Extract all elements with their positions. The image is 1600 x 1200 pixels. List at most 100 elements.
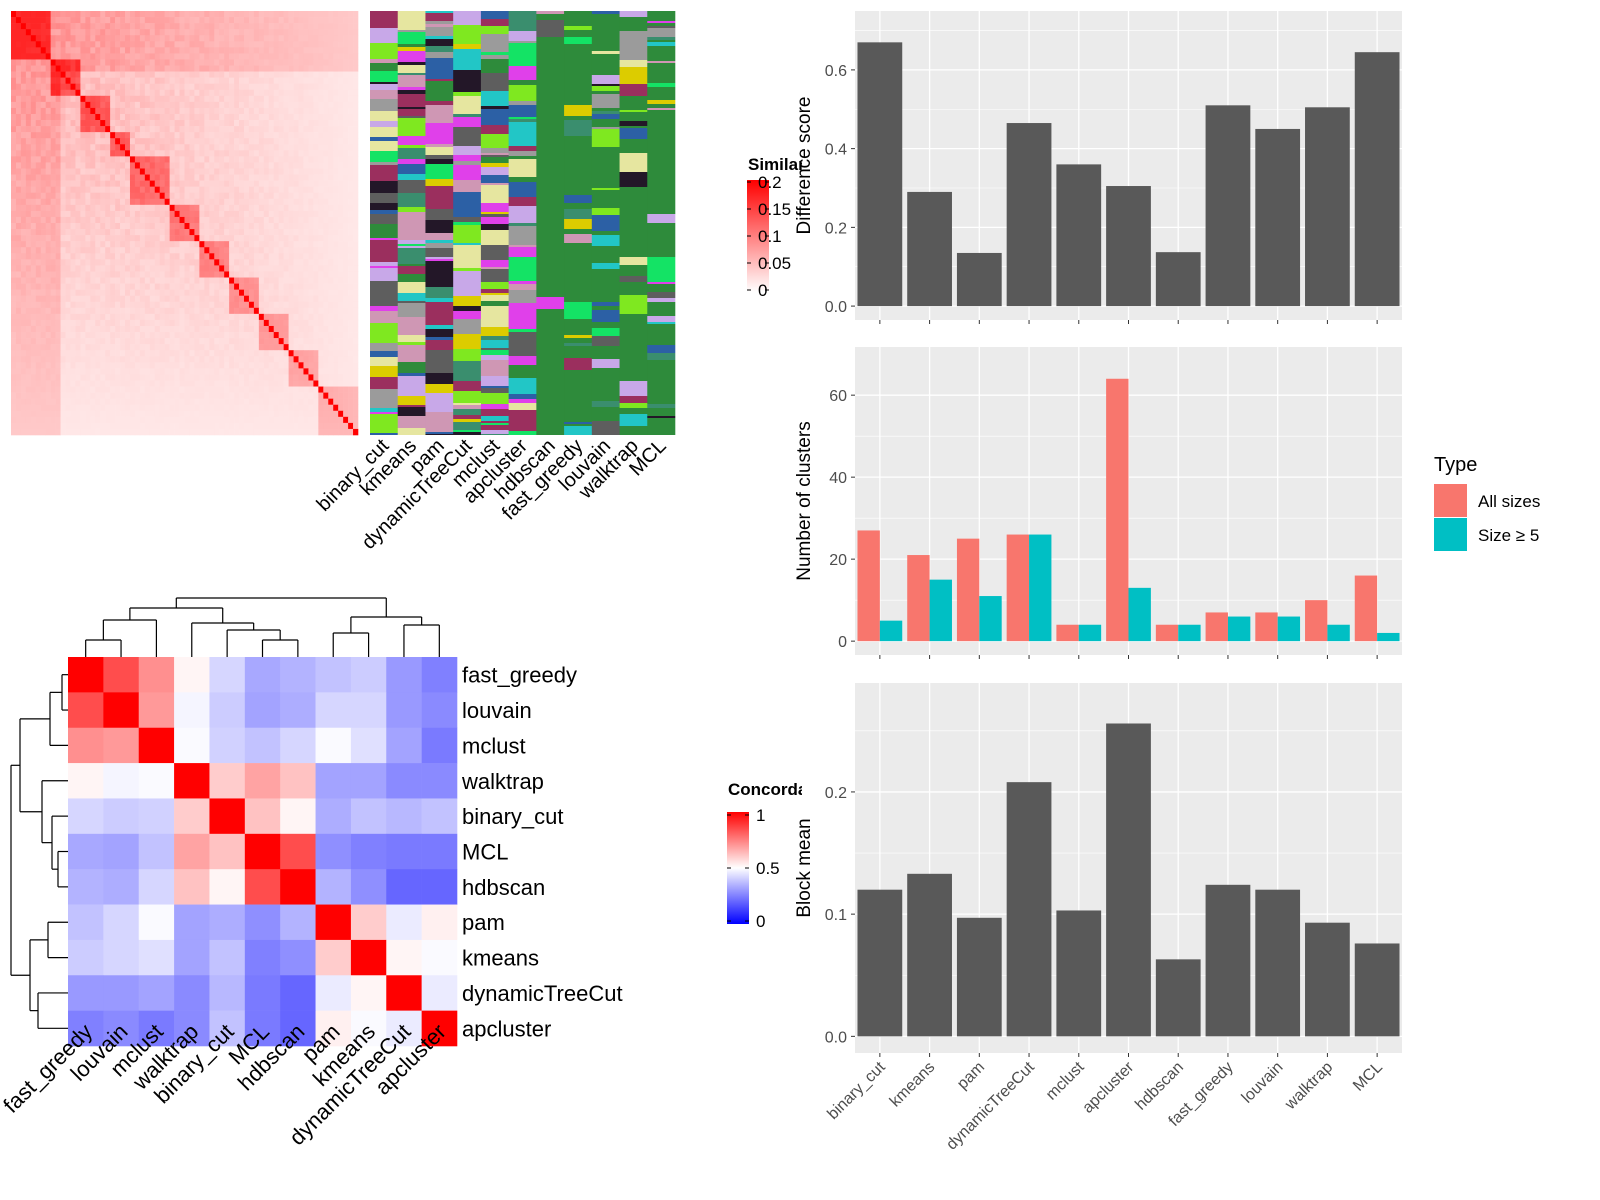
similarity-cell <box>164 186 170 194</box>
similarity-cell <box>30 368 37 375</box>
similarity-cell <box>199 186 205 194</box>
similarity-cell <box>115 204 121 212</box>
similarity-cell <box>25 338 32 345</box>
similarity-cell <box>288 410 294 418</box>
similarity-cell <box>219 428 225 436</box>
similarity-cell <box>90 247 96 254</box>
similarity-cell <box>234 180 240 187</box>
similarity-cell <box>95 374 101 381</box>
similarity-cell <box>184 332 190 339</box>
similarity-cell <box>243 101 250 109</box>
similarity-cell <box>55 113 61 121</box>
similarity-cell <box>159 107 165 115</box>
similarity-cell <box>179 235 185 242</box>
similarity-cell <box>20 223 27 230</box>
similarity-cell <box>105 83 111 91</box>
similarity-cell <box>348 113 354 121</box>
similarity-cell <box>278 392 284 399</box>
similarity-cell <box>199 301 205 309</box>
similarity-cell <box>45 120 51 127</box>
similarity-cell <box>224 120 230 127</box>
similarity-cell <box>60 271 66 278</box>
similarity-cell <box>45 216 51 224</box>
similarity-cell <box>125 289 131 296</box>
similarity-cell <box>55 198 61 206</box>
similarity-cell <box>248 380 255 387</box>
similarity-cell <box>253 65 260 72</box>
similarity-cell <box>30 132 37 139</box>
similarity-cell <box>70 120 76 127</box>
similarity-cell <box>298 180 304 187</box>
similarity-cell <box>199 89 205 97</box>
similarity-cell <box>115 392 121 399</box>
similarity-cell <box>125 223 131 230</box>
similarity-cell <box>174 168 180 175</box>
similarity-cell <box>85 428 91 436</box>
similarity-cell <box>209 210 215 218</box>
similarity-cell <box>90 113 96 121</box>
similarity-cell <box>353 144 359 151</box>
similarity-cell <box>273 216 279 224</box>
similarity-cell <box>105 126 111 133</box>
similarity-cell <box>105 362 111 369</box>
similarity-cell <box>90 11 96 18</box>
similarity-cell <box>184 356 190 363</box>
similarity-cell <box>70 422 76 430</box>
similarity-cell <box>154 162 161 169</box>
similarity-cell <box>318 53 324 60</box>
similarity-cell <box>11 138 17 145</box>
similarity-cell <box>95 186 101 194</box>
similarity-cell <box>343 259 349 266</box>
similarity-cell <box>95 289 101 296</box>
similarity-cell <box>338 416 344 424</box>
similarity-cell <box>268 386 275 393</box>
similarity-cell <box>159 301 165 309</box>
similarity-cell <box>189 229 195 236</box>
similarity-cell <box>263 150 270 157</box>
similarity-cell <box>45 368 51 375</box>
similarity-cell <box>353 53 359 60</box>
similarity-cell <box>164 101 170 109</box>
similarity-cell <box>263 186 270 194</box>
similarity-cell <box>90 35 96 42</box>
similarity-cell <box>115 410 121 418</box>
similarity-cell <box>189 180 195 187</box>
similarity-cell <box>184 253 190 260</box>
similarity-cell <box>30 65 37 72</box>
similarity-cell <box>100 313 106 321</box>
similarity-cell <box>234 313 240 321</box>
similarity-cell <box>209 162 215 169</box>
similarity-cell <box>60 319 66 327</box>
similarity-cell <box>144 416 151 424</box>
similarity-cell <box>50 216 56 224</box>
similarity-cell <box>308 113 314 121</box>
similarity-cell <box>293 41 299 48</box>
similarity-cell <box>209 277 215 284</box>
similarity-cell <box>229 11 235 18</box>
similarity-cell <box>278 126 284 133</box>
similarity-cell <box>293 277 299 284</box>
similarity-cell <box>353 35 359 42</box>
similarity-cell <box>248 271 255 278</box>
similarity-cell <box>278 428 284 436</box>
similarity-cell <box>159 77 165 84</box>
similarity-cell <box>263 156 270 163</box>
similarity-cell <box>234 210 240 218</box>
similarity-cell <box>248 368 255 375</box>
similarity-cell <box>328 295 334 303</box>
similarity-cell <box>248 89 255 97</box>
similarity-cell <box>333 29 339 36</box>
similarity-cell <box>318 247 324 254</box>
similarity-cell <box>229 53 235 60</box>
similarity-cell <box>75 204 81 212</box>
similarity-cell <box>323 392 329 399</box>
similarity-cell <box>20 319 27 327</box>
similarity-cell <box>204 186 210 194</box>
similarity-cell <box>204 301 210 309</box>
similarity-cell <box>30 271 37 278</box>
similarity-cell <box>288 101 294 109</box>
similarity-cell <box>258 289 265 296</box>
similarity-cell <box>189 174 195 181</box>
similarity-cell <box>318 356 324 363</box>
similarity-cell <box>268 210 275 218</box>
